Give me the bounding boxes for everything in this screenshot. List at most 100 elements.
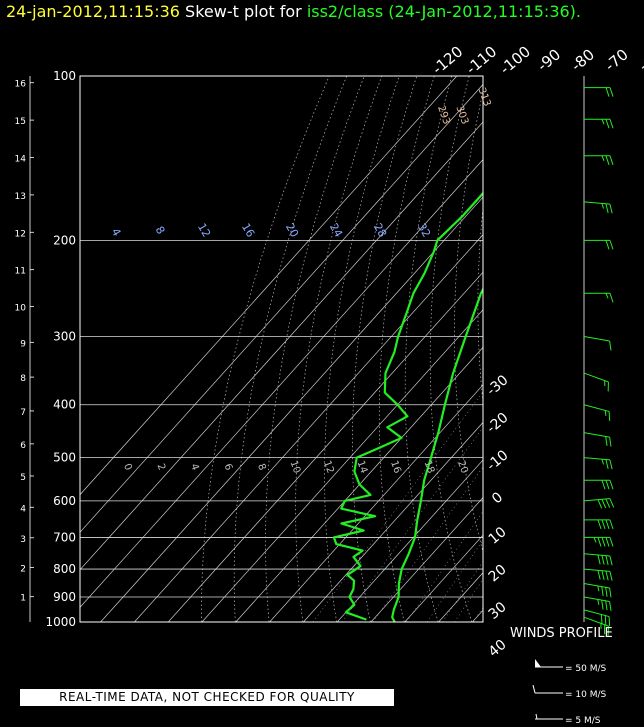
barb-staff: [583, 432, 610, 438]
plot-frame: [79, 75, 484, 623]
isotherm-top-label: -80: [568, 45, 598, 75]
barb-full: [605, 587, 608, 597]
isotherm-right-label: -30: [484, 372, 512, 399]
isotherm-right-label: 40: [486, 637, 510, 661]
barb-staff: [583, 616, 609, 627]
isotherm-line: [80, 121, 483, 571]
theta-e-label: 8: [255, 462, 268, 472]
wind-barb: [583, 582, 612, 598]
trace-layer: [332, 191, 483, 622]
pressure-label: 800: [53, 562, 76, 576]
title-main: Skew-t plot for: [179, 2, 307, 21]
barb-full: [609, 555, 613, 566]
isotherm-line: [303, 421, 483, 622]
wind-barb: [584, 519, 614, 530]
pressure-label: 400: [53, 398, 76, 412]
dewpoint-trace: [332, 191, 483, 621]
barb-full: [609, 437, 612, 447]
theta-e-label: 20: [455, 459, 470, 475]
height-label: 1: [20, 594, 26, 604]
theta-e-label: 4: [188, 462, 201, 472]
grid-layer: [80, 76, 644, 622]
height-label: 5: [20, 473, 26, 483]
height-label: 15: [15, 117, 26, 127]
mixing-ratio-line: [426, 539, 483, 622]
barb-full: [609, 537, 614, 547]
barb-half: [601, 155, 605, 161]
dry-adiabat: [404, 76, 453, 622]
barb-full: [609, 87, 614, 97]
isotherm-top-label: -70: [601, 45, 631, 75]
isotherm-right-label: 10: [486, 524, 510, 548]
dry-adiabat: [523, 76, 607, 622]
dry-adiabat: [565, 76, 644, 622]
mixing-ratio-line: [406, 510, 483, 622]
isotherm-line: [167, 271, 483, 622]
barb-half: [601, 203, 604, 209]
height-label: 3: [20, 535, 26, 545]
height-label: 12: [15, 229, 26, 239]
height-label: 10: [15, 304, 27, 314]
isotherm-top-label: -120: [429, 42, 467, 78]
barb-full: [601, 519, 606, 530]
isotherm-right-label: -10: [484, 447, 512, 474]
legend-barb-full: [532, 684, 536, 694]
wind-barb: [584, 239, 614, 250]
isotherm-right-label: -20: [484, 410, 512, 437]
isotherm-line: [80, 159, 483, 608]
quality-banner: REAL-TIME DATA, NOT CHECKED FOR QUALITY: [20, 689, 394, 706]
height-label: 11: [15, 267, 26, 277]
barb-full: [609, 498, 615, 508]
barb-full: [605, 600, 608, 611]
dry-adiabat: [324, 76, 400, 622]
mixing-ratio-label: 12: [195, 221, 213, 240]
winds-profile-layer: = 50 M/S = 10 M/S = 5 M/S: [532, 76, 615, 726]
mixing-ratio-line: [488, 246, 644, 622]
wind-barb: [584, 87, 614, 97]
barb-full: [605, 240, 610, 250]
mixing-ratio-label: 16: [239, 221, 257, 240]
winds-profile-title: WINDS PROFILE: [510, 626, 613, 641]
dry-adiabat: [429, 76, 473, 622]
dry-adiabat: [352, 76, 418, 622]
barb-full: [609, 459, 613, 470]
pressure-label: 900: [53, 590, 76, 604]
barb-full: [605, 203, 609, 214]
isotherm-top-label: -90: [534, 45, 564, 75]
theta-e-label: 0: [121, 462, 134, 472]
barb-staff: [583, 201, 610, 205]
barb-full: [609, 601, 612, 611]
barb-staff: [583, 498, 610, 502]
mixing-ratio-label: 20: [283, 221, 301, 240]
barb-full: [597, 570, 601, 580]
potential-temp-label: 293: [435, 104, 452, 126]
dry-adiabat: [624, 76, 644, 622]
barb-staff: [583, 404, 610, 412]
barb-full: [605, 480, 610, 490]
legend-barb-flag: [535, 659, 541, 667]
isotherm-line: [370, 497, 483, 622]
wind-barb: [584, 118, 614, 129]
wind-barb: [584, 292, 614, 303]
title-end: .: [575, 2, 582, 21]
pressure-label: 700: [53, 530, 76, 544]
barb-full: [597, 499, 603, 509]
barb-full: [608, 411, 611, 421]
mixing-ratio-label: 4: [109, 226, 124, 239]
dry-adiabat: [585, 76, 644, 622]
wind-barb: [583, 336, 612, 351]
wind-barb: [584, 155, 614, 165]
barb-full: [601, 570, 605, 580]
isotherm-line: [80, 76, 458, 496]
barb-full: [605, 459, 609, 469]
barb-staff: [583, 568, 610, 572]
barb-full: [601, 586, 604, 597]
theta-e-label: 2: [155, 462, 168, 472]
mixing-ratio-label: 24: [327, 221, 345, 240]
dry-adiabat: [477, 204, 483, 405]
barb-full: [605, 436, 608, 446]
potential-temp-label: 303: [453, 104, 470, 126]
isotherm-line: [438, 572, 483, 622]
theta-e-label: 10: [288, 459, 303, 475]
mixing-ratio-line: [372, 466, 483, 622]
